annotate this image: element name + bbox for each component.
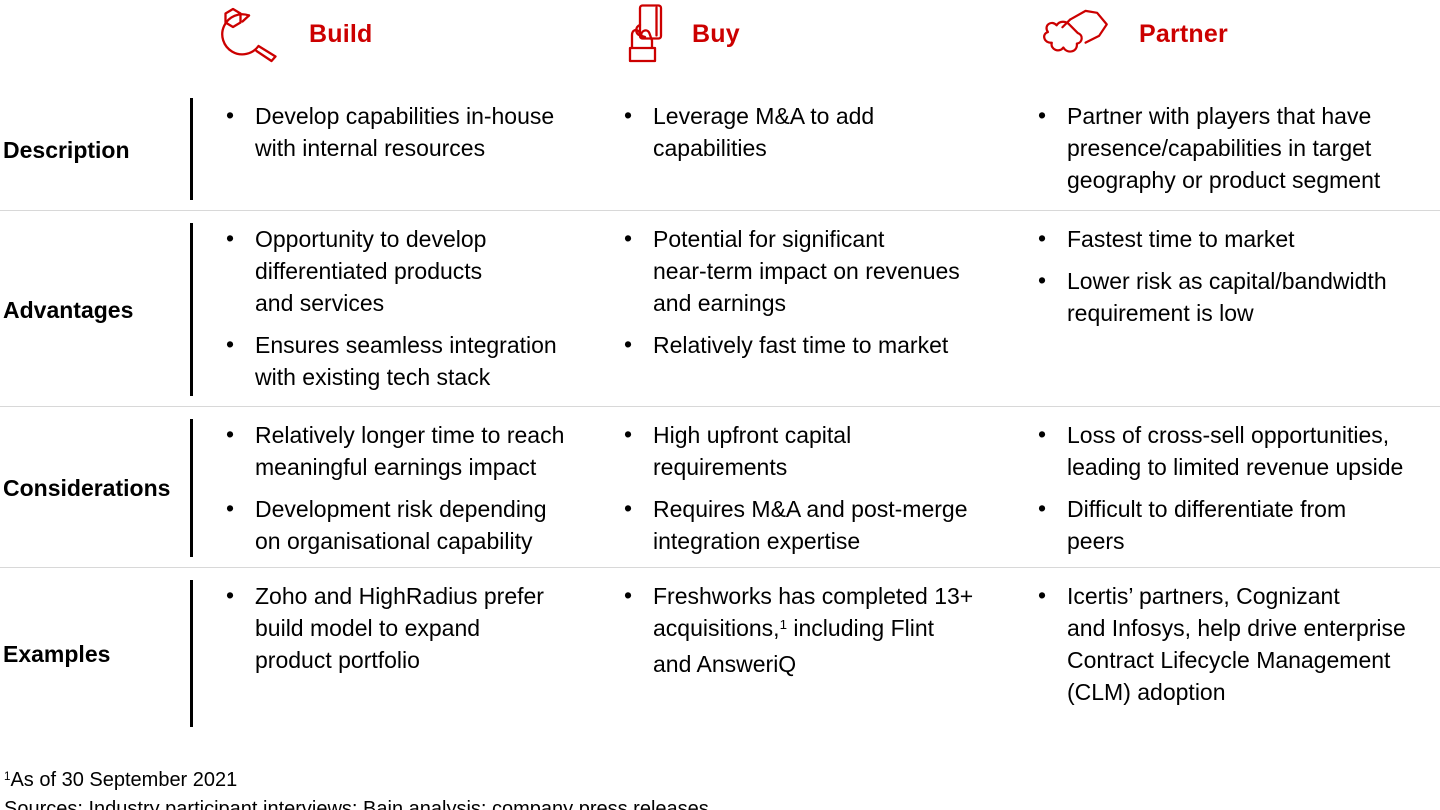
table-row: Examples Zoho and HighRadius preferbuild …: [0, 567, 1440, 737]
table-cell-partner: Fastest time to market Lower risk as capi…: [1012, 222, 1440, 329]
table-cell-partner: Loss of cross-sell opportunities,leading…: [1012, 418, 1440, 557]
table-row: Considerations Relatively longer time to …: [0, 406, 1440, 567]
column-label: Build: [309, 19, 373, 48]
column-label: Buy: [692, 19, 740, 48]
bullet-list: Fastest time to market Lower risk as capi…: [1037, 222, 1432, 329]
footnotes: 1As of 30 September 2021 Sources: Industr…: [4, 767, 1440, 810]
bullet-item: Partner with players that havepresence/c…: [1037, 99, 1432, 196]
column-header-buy: Buy: [600, 4, 1012, 64]
bullet-list: Partner with players that havepresence/c…: [1037, 99, 1432, 196]
row-label: Description: [3, 137, 130, 163]
bullet-item: Loss of cross-sell opportunities,leading…: [1037, 418, 1432, 483]
bullet-item: Relatively longer time to reachmeaningfu…: [225, 418, 600, 483]
comparison-table: Description Develop capabilities in-house…: [0, 98, 1440, 737]
table-cell-build: Relatively longer time to reachmeaningfu…: [193, 418, 600, 557]
bullet-item: Lower risk as capital/bandwidthrequireme…: [1037, 264, 1432, 329]
wrench-icon: [215, 5, 281, 63]
column-header-partner: Partner: [1012, 4, 1440, 64]
bullet-list: Relatively longer time to reachmeaningfu…: [225, 418, 600, 557]
handshake-icon: [1035, 7, 1111, 61]
bullet-item: Freshworks has completed 13+acquisitions…: [623, 579, 1012, 680]
row-label: Considerations: [3, 475, 171, 501]
table-cell-partner: Partner with players that havepresence/c…: [1012, 99, 1440, 196]
hand-card-icon: [622, 4, 664, 64]
table-row: Advantages Opportunity to developdifferen…: [0, 210, 1440, 406]
row-label: Advantages: [3, 296, 134, 323]
column-label: Partner: [1139, 19, 1228, 48]
bullet-item: Relatively fast time to market: [623, 328, 1012, 361]
table-cell-buy: Freshworks has completed 13+acquisitions…: [600, 579, 1012, 680]
footnote: 1As of 30 September 2021: [4, 769, 238, 791]
column-headers: Build Buy Partne: [0, 4, 1440, 64]
bullet-list: Freshworks has completed 13+acquisitions…: [623, 579, 1012, 680]
footnote: Sources: Industry participant interviews…: [4, 798, 709, 810]
bullet-list: Loss of cross-sell opportunities,leading…: [1037, 418, 1432, 557]
bullet-item: Fastest time to market: [1037, 222, 1432, 255]
row-label: Examples: [3, 640, 111, 667]
table-row: Description Develop capabilities in-house…: [0, 98, 1440, 210]
column-header-build: Build: [193, 4, 600, 64]
